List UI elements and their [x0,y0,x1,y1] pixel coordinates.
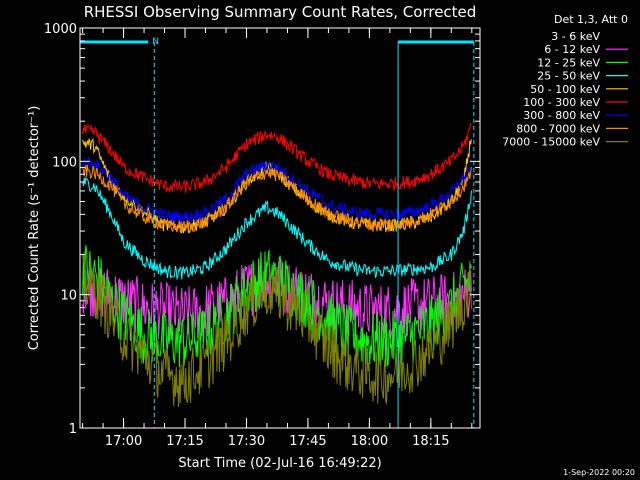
night-label: N [152,37,159,47]
series-line-8 [82,251,472,408]
series-layer [82,123,472,429]
legend-title: Det 1,3, Att 0 [554,13,628,26]
y-tick-label-3: 1000 [44,22,77,37]
x-tick-label-4: 18:00 [351,434,388,449]
x-tick-label-1: 17:15 [166,434,203,449]
y-tick-label-2: 100 [52,155,77,170]
legend-label-5: 100 - 300 keV [523,96,600,109]
x-axis-label: Start Time (02-Jul-16 16:49:22) [178,456,381,471]
series-line-2 [82,245,472,368]
chart-title: RHESSI Observing Summary Count Rates, Co… [84,3,477,21]
legend-label-4: 50 - 100 keV [530,83,600,96]
y-axis-label: Corrected Count Rate (s⁻¹ detector⁻¹) [27,106,42,351]
legend-label-3: 25 - 50 keV [537,70,600,83]
series-line-3 [82,176,472,281]
x-tick-label-0: 17:00 [105,434,142,449]
x-tick-label-3: 17:45 [289,434,326,449]
x-tick-label-5: 18:15 [412,434,449,449]
x-tick-label-2: 17:30 [228,434,265,449]
series-line-5 [82,123,472,194]
legend-label-7: 800 - 7000 keV [516,122,600,135]
plot-frame [79,27,481,429]
series-line-7 [82,164,472,235]
y-tick-label-0: 1 [69,422,77,437]
series-line-6 [82,156,472,225]
axis-layer: 1 10 100 1000 17:00 17:15 17:30 17:45 18:00 18:15 [44,22,480,449]
y-tick-label-1: 10 [60,289,77,304]
legend-label-0: 3 - 6 keV [551,30,600,43]
timestamp: 1-Sep-2022 00:20 [563,468,635,477]
legend-label-8: 7000 - 15000 keV [502,136,600,149]
legend-label-2: 12 - 25 keV [537,56,600,69]
legend-label-1: 6 - 12 keV [544,43,600,56]
legend-label-6: 300 - 800 keV [523,109,600,122]
